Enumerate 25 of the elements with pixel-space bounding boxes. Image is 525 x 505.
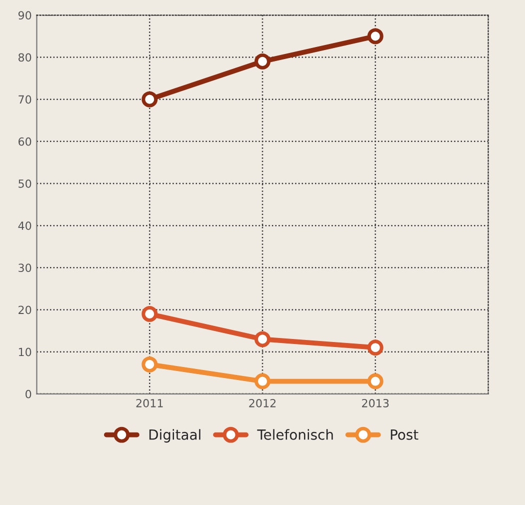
y-tick-label: 40: [18, 222, 32, 230]
point: [142, 91, 158, 108]
y-tick-label: 0: [26, 390, 32, 398]
x-tick-label: 2013: [362, 398, 389, 408]
y-tick-label: 60: [18, 137, 32, 146]
y-tick-label: 80: [18, 53, 32, 62]
y-tick-label: 30: [18, 264, 32, 272]
y-tick-label: 70: [18, 95, 32, 104]
y-tick-label: 20: [18, 306, 32, 314]
legend-label: Digitaal: [149, 429, 200, 443]
y-tick-label: 10: [18, 348, 32, 356]
point: [367, 373, 384, 390]
point: [254, 53, 270, 70]
x-tick-label: 2012: [249, 398, 276, 408]
point: [142, 306, 158, 322]
legend-label: Post: [390, 430, 418, 440]
y-tick-label: 50: [18, 179, 32, 188]
legend-label: Telefonisch: [257, 429, 333, 440]
y-tick-label: 90: [18, 11, 32, 20]
x-tick-label: 2011: [136, 398, 163, 408]
point: [367, 340, 384, 356]
point: [367, 28, 384, 44]
point: [254, 331, 270, 348]
point: [254, 373, 270, 390]
point: [142, 356, 158, 372]
